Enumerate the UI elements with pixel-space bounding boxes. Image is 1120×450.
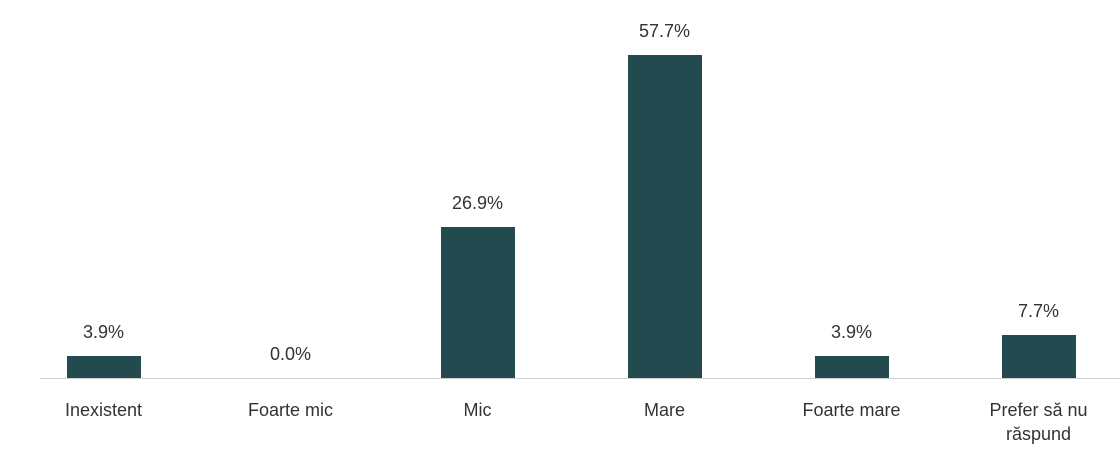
x-tick-label: Mare [643,400,685,420]
value-label: 3.9% [82,322,125,343]
bar [440,227,515,378]
baseline [40,378,1120,379]
bar [814,356,889,378]
bar [1001,334,1076,378]
value-label: 3.9% [830,322,873,343]
bar [627,55,702,378]
x-tick-label: Foarte mic [247,400,334,420]
value-label: 57.7% [638,21,691,41]
x-tick-label: Foarte mare [802,400,901,420]
bar [66,356,141,378]
x-tick-label: Inexistent [64,400,143,420]
x-tick-label: Prefer să nu răspund [989,400,1088,444]
x-tick-label: Mic [463,400,492,420]
value-label: 7.7% [1017,300,1060,321]
value-label: 26.9% [451,193,504,214]
value-label: 0.0% [269,344,312,364]
